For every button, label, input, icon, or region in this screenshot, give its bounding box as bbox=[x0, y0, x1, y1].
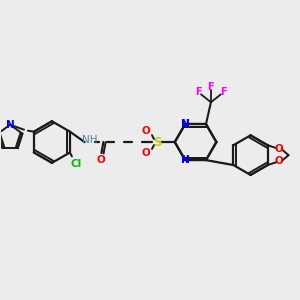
Text: F: F bbox=[195, 87, 201, 98]
Text: NH: NH bbox=[82, 135, 97, 145]
Text: Cl: Cl bbox=[70, 159, 82, 170]
Text: O: O bbox=[274, 144, 283, 154]
Text: O: O bbox=[142, 126, 150, 136]
Text: N: N bbox=[181, 119, 190, 129]
Text: O: O bbox=[96, 155, 105, 165]
Text: N: N bbox=[6, 120, 14, 130]
Text: F: F bbox=[208, 82, 214, 92]
Text: N: N bbox=[181, 155, 190, 165]
Text: O: O bbox=[142, 148, 150, 158]
Text: N: N bbox=[181, 119, 190, 129]
Text: O: O bbox=[274, 156, 283, 166]
Text: S: S bbox=[153, 136, 161, 148]
Text: N: N bbox=[181, 155, 190, 165]
Text: F: F bbox=[220, 87, 227, 98]
